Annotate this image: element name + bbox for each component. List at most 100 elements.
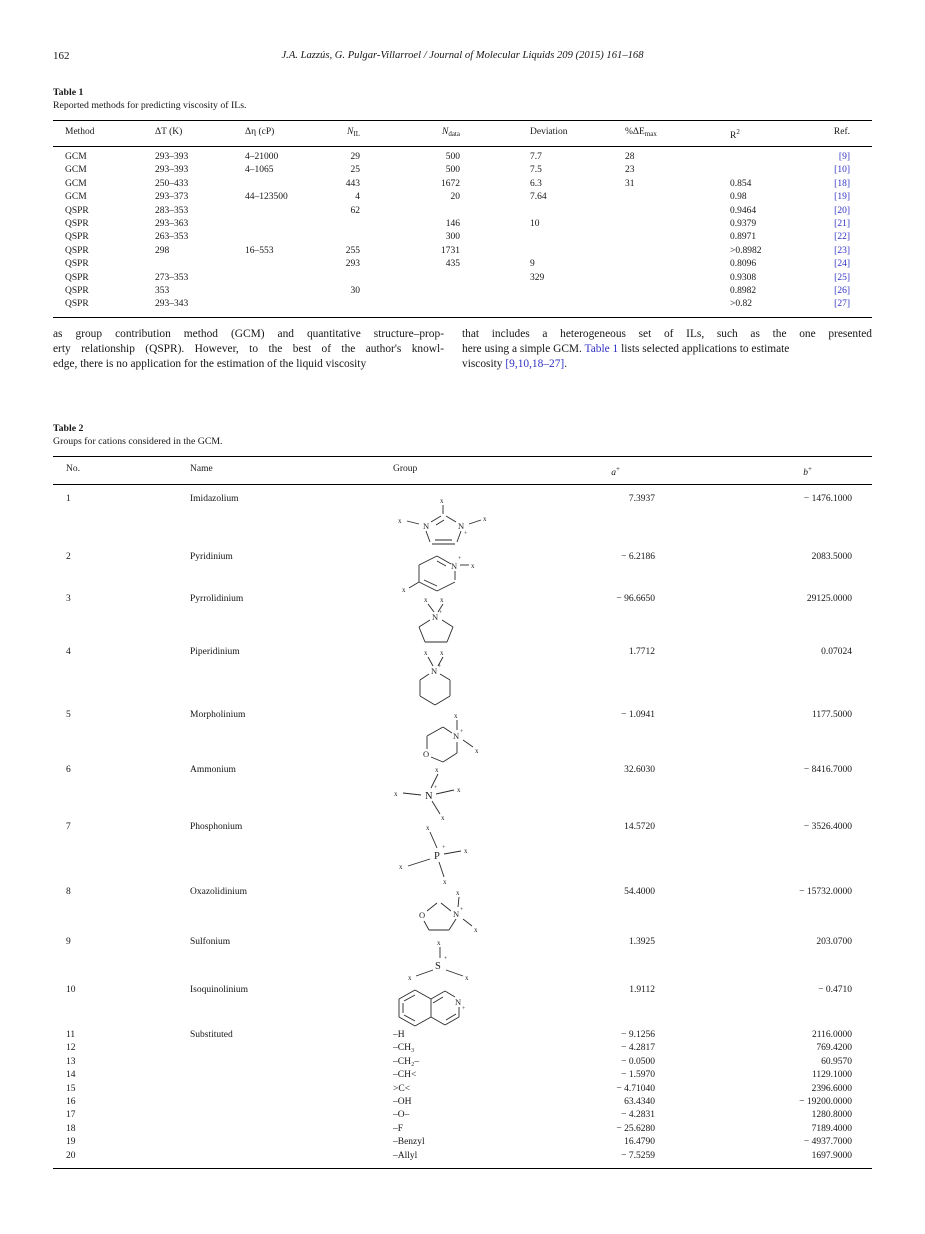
table2-cation-rows: 1 Imidazolium x N N + x x 7.3937 − 1476.10… [53, 485, 872, 1029]
table2-cell-no: 13 [66, 1056, 76, 1067]
table1-cell: 293–393 [155, 165, 189, 176]
table1-cell: 0.854 [730, 178, 752, 189]
table1-cell [625, 245, 730, 258]
table1-cell: 1731 [441, 245, 460, 256]
col-header-n-data: Ndata [441, 127, 460, 138]
oxygen-label: O [423, 749, 429, 759]
table2-cell-name: Sulfonium [190, 937, 231, 947]
table2-cell-b: 2116.0000 [811, 1030, 852, 1040]
table1-cell [625, 272, 730, 285]
table2-cell-a: 32.6030 [624, 765, 655, 775]
table1-ref-link[interactable]: [27] [834, 299, 850, 310]
table1-ref-link[interactable]: [18] [834, 178, 850, 189]
table1-cell: 353 [155, 286, 170, 297]
table2-cell-no: 2 [66, 552, 71, 562]
substituent-x-label: x [440, 649, 444, 657]
table2-cell-group: –Benzyl [393, 1137, 425, 1148]
table1-ref-link[interactable]: [23] [834, 245, 850, 256]
table2-row: 2 Pyridinium N + x x − 6.2186 2083.5000 [53, 549, 872, 594]
table2-cell-b: − 4937.7000 [803, 1137, 852, 1148]
table1-cell [245, 178, 303, 191]
table1-cell: 0.8096 [730, 259, 757, 270]
table1-row: QSPR 298 16–553 255 1731 >0.8982 [23] [53, 245, 872, 258]
col-header-method: Method [65, 127, 95, 137]
table2-row: 5 Morpholinium x N + x O − 1.0941 1177.500… [53, 707, 872, 763]
table1-cell [730, 151, 822, 164]
table1-cell: 283–353 [155, 205, 189, 216]
col-header-deviation: Deviation [530, 127, 568, 137]
plus-charge: + [439, 610, 443, 616]
table1-ref-link[interactable]: [19] [834, 192, 850, 203]
table1-label: Table 1 [53, 87, 84, 98]
table1-cell [360, 298, 530, 311]
table1-ref-link[interactable]: [10] [834, 165, 850, 176]
table2-cell-b: 203.0700 [816, 937, 852, 947]
oxazolidinium-structure: x N + x O [390, 884, 530, 936]
table2-cell-group: –F [393, 1123, 404, 1134]
table2-cell-a: − 0.0500 [621, 1056, 655, 1067]
table1-ref-link[interactable]: [22] [834, 232, 850, 243]
col-header-ref: Ref. [833, 127, 850, 137]
table2-cell-no: 14 [66, 1070, 76, 1081]
plus-charge: + [460, 907, 464, 913]
table2-cell-name: Phosphonium [190, 822, 243, 832]
phosphonium-structure: x P + x x x [390, 819, 530, 886]
substituent-x-label: x [399, 863, 403, 871]
table2-cell-no: 4 [66, 647, 71, 657]
table2-cell-a: − 1.5970 [621, 1070, 655, 1081]
table2-cell-a: 1.7712 [628, 647, 655, 657]
table1-cell: 146 [445, 219, 460, 230]
table1-cell: 1672 [441, 178, 460, 189]
table1-row: GCM 293–393 4–21000 29 500 7.7 28 [9] [53, 147, 872, 164]
substituent-x-label: x [441, 814, 445, 822]
table2-cell-group: –CH₂– [393, 1056, 420, 1067]
col-header-no: No. [66, 464, 80, 474]
plus-charge: + [438, 664, 442, 670]
table1-crossref-link[interactable]: Table 1 [584, 343, 619, 356]
table1-cell: 28 [625, 152, 635, 162]
table2-cell-no: 6 [66, 765, 71, 775]
table1-ref-link[interactable]: [24] [834, 259, 850, 270]
col-header-group: Group [393, 464, 418, 474]
table1-cell: 500 [445, 165, 460, 176]
table2-row: 15 >C< − 4.71040 2396.6000 [53, 1083, 872, 1096]
table1-cell [303, 272, 360, 285]
table1-ref-link[interactable]: [26] [834, 286, 850, 297]
table1-row: GCM 293–393 4–1065 25 500 7.5 23 [10] [53, 164, 872, 177]
phosphorus-label: P [434, 851, 440, 862]
table2-cell-name: Pyrrolidinium [190, 594, 244, 604]
table2-cell-name [190, 1123, 390, 1136]
table2-cell-a: 1.9112 [629, 985, 655, 995]
table1-ref-link[interactable]: [20] [834, 205, 850, 216]
table2-row: 9 Sulfonium x S + x x 1.3925 203.0700 [53, 934, 872, 982]
col-header-delta-t: ΔT (K) [155, 127, 183, 137]
table2-cell-b: − 1476.1000 [803, 494, 852, 504]
table1-cell: 23 [625, 165, 635, 176]
table1-cell: 0.9308 [730, 272, 757, 283]
table2-cell-b: − 0.4710 [818, 985, 852, 995]
table1-ref-link[interactable]: [9] [838, 152, 850, 162]
sulfur-label: S [435, 961, 441, 972]
table2-cell-no: 11 [66, 1030, 76, 1040]
table1-cell: 7.64 [530, 192, 547, 203]
table2-section: Table 2 Groups for cations considered in… [53, 422, 872, 1170]
table1-ref-link[interactable]: [21] [834, 219, 850, 230]
substituent-x-label: x [471, 562, 475, 570]
page-number: 162 [53, 50, 70, 62]
table2-cell-a: − 6.2186 [621, 552, 655, 562]
table1-cell: 44–123500 [245, 192, 288, 203]
sulfonium-structure: x S + x x [390, 934, 530, 982]
table1-cell: 4–1065 [245, 165, 274, 176]
body-text-line: edge, there is no application for the es… [53, 358, 367, 371]
table2-cell-name: Isoquinolinium [190, 985, 249, 995]
table1-cell: QSPR [65, 245, 89, 256]
references-crossref-link[interactable]: [9,10,18–27] [505, 358, 565, 371]
table2-cell-no: 1 [66, 494, 71, 504]
substituent-x-label: x [443, 878, 447, 886]
table2-cell-name [190, 1109, 390, 1122]
table2-cell-name [190, 1083, 390, 1096]
table1-cell [303, 231, 360, 244]
table1-cell [625, 285, 730, 298]
nitrogen-label: N [453, 731, 459, 741]
table1-ref-link[interactable]: [25] [834, 272, 850, 283]
